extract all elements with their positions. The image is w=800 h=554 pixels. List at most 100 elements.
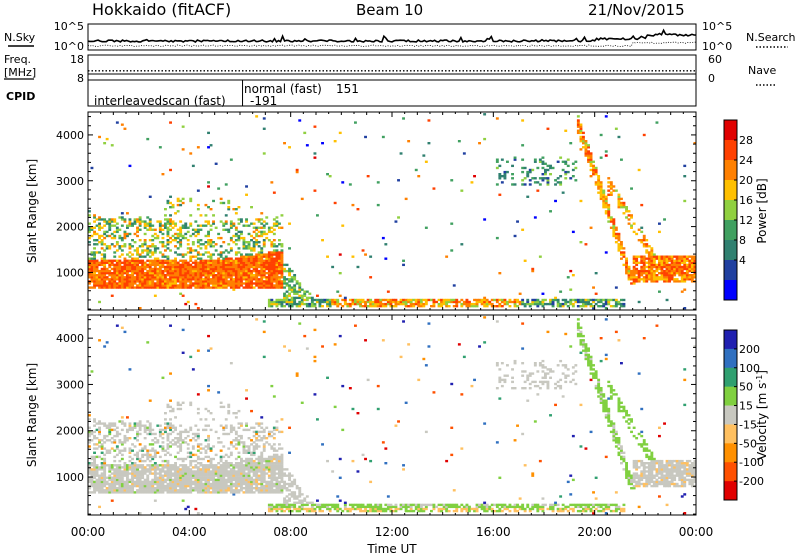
heatmap-cell <box>584 152 588 155</box>
heatmap-cell <box>133 263 137 267</box>
heatmap-cell <box>288 280 291 283</box>
heatmap-cell <box>176 480 180 484</box>
heatmap-cell <box>219 470 223 473</box>
heatmap-cell <box>257 255 261 258</box>
heatmap-cell <box>131 474 134 477</box>
heatmap-cell <box>640 241 644 244</box>
heatmap-cell <box>240 278 243 281</box>
heatmap-cell <box>257 434 261 438</box>
heatmap-cell <box>262 259 266 262</box>
heatmap-cell <box>275 222 279 225</box>
heatmap-cell <box>278 430 281 434</box>
heatmap-cell <box>100 447 104 450</box>
heatmap-cell <box>184 487 188 490</box>
heatmap-cell <box>386 298 390 302</box>
heatmap-cell <box>176 269 180 273</box>
heatmap-cell <box>158 259 162 262</box>
heatmap-cell <box>599 298 603 302</box>
heatmap-cell <box>146 245 150 248</box>
heatmap-cell <box>93 282 96 285</box>
heatmap-cell <box>219 455 223 459</box>
heatmap-cell <box>265 255 269 258</box>
heatmap-cell <box>635 280 639 283</box>
heatmap-cell <box>141 464 145 467</box>
heatmap-cell <box>136 480 139 484</box>
heatmap-cell <box>354 121 357 124</box>
heatmap-cell <box>237 474 241 477</box>
heatmap-cell <box>95 232 99 236</box>
heatmap-cell <box>136 491 139 494</box>
heatmap-cell <box>176 472 180 475</box>
heatmap-cell <box>126 224 129 227</box>
heatmap-cell <box>103 220 107 223</box>
heatmap-cell <box>123 280 127 283</box>
heatmap-cell <box>262 269 266 273</box>
heatmap-cell <box>237 286 241 289</box>
heatmap-cell <box>214 491 218 494</box>
heatmap-cell <box>247 257 251 260</box>
heatmap-cell <box>120 249 124 252</box>
heatmap-cell <box>272 395 276 398</box>
heatmap-cell <box>255 480 259 484</box>
heatmap-cell <box>374 507 378 511</box>
heatmap-cell <box>171 480 175 484</box>
heatmap-cell <box>257 489 261 492</box>
heatmap-cell <box>288 288 291 291</box>
heatmap-cell <box>105 491 109 494</box>
heatmap-cell <box>620 247 623 250</box>
heatmap-cell <box>270 464 274 467</box>
heatmap-cell <box>645 272 649 275</box>
heatmap-cell <box>650 255 654 258</box>
heatmap-cell <box>632 278 636 281</box>
heatmap-cell <box>115 222 119 225</box>
heatmap-cell <box>247 261 251 264</box>
heatmap-cell <box>521 179 525 182</box>
heatmap-cell <box>275 420 279 423</box>
heatmap-cell <box>503 177 507 180</box>
heatmap-cell <box>196 468 200 471</box>
heatmap-cell <box>95 239 99 242</box>
heatmap-cell <box>242 276 246 279</box>
heatmap-cell <box>262 263 266 267</box>
heatmap-cell <box>252 261 256 264</box>
heatmap-cell <box>252 441 256 444</box>
heatmap-cell <box>660 255 664 258</box>
heatmap-cell <box>260 272 264 275</box>
heatmap-cell <box>531 177 535 180</box>
heatmap-cell <box>234 487 238 490</box>
heatmap-cell <box>234 476 238 479</box>
heatmap-cell <box>668 276 671 279</box>
heatmap-cell <box>326 305 329 308</box>
heatmap-cell <box>146 451 150 454</box>
heatmap-cell <box>262 127 266 130</box>
heatmap-cell <box>194 261 198 264</box>
heatmap-cell <box>88 230 91 234</box>
heatmap-cell <box>262 232 266 236</box>
heatmap-cell <box>617 234 621 238</box>
heatmap-cell <box>158 251 162 254</box>
heatmap-cell <box>252 449 256 452</box>
heatmap-cell <box>169 418 172 421</box>
heatmap-cell <box>627 265 631 269</box>
heatmap-cell <box>196 445 200 448</box>
heatmap-cell <box>599 189 603 192</box>
heatmap-cell <box>272 228 276 231</box>
heatmap-cell <box>123 245 127 248</box>
heatmap-cell <box>169 249 172 252</box>
heatmap-cell <box>308 501 312 504</box>
heatmap-cell <box>250 222 253 225</box>
heatmap-cell <box>612 305 616 308</box>
heatmap-cell <box>212 480 215 484</box>
heatmap-cell <box>148 284 152 287</box>
heatmap-cell <box>402 259 405 262</box>
heatmap-cell <box>280 480 284 484</box>
heatmap-cell <box>308 302 312 306</box>
heatmap-cell <box>126 261 129 264</box>
noise-ytick-right-top: 10^5 <box>702 20 732 33</box>
heatmap-cell <box>255 253 259 256</box>
heatmap-cell <box>247 282 251 285</box>
heatmap-cell <box>270 181 274 184</box>
heatmap-cell <box>161 474 165 477</box>
heatmap-cell <box>683 199 687 203</box>
heatmap-cell <box>242 269 246 273</box>
